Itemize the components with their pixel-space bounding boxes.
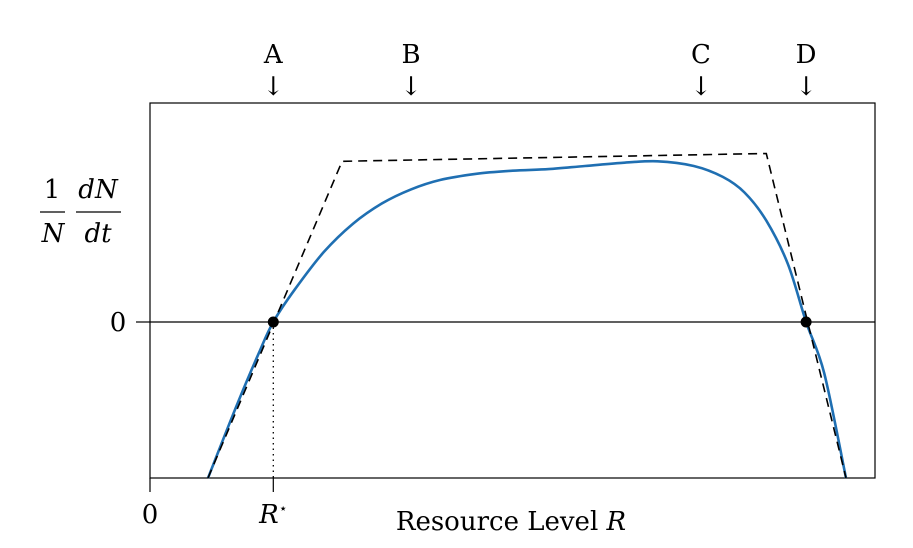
- y-label-den-right: dt: [84, 219, 112, 249]
- marker-layer: A↓B↓C↓D↓: [262, 40, 817, 102]
- r-star-sup: ⋆: [279, 501, 288, 517]
- marker-label: B: [401, 40, 420, 70]
- marker-arrow-icon: ↓: [795, 72, 817, 102]
- x-axis-label: Resource Level R: [396, 507, 626, 537]
- x-origin-label: 0: [142, 500, 159, 530]
- marker-arrow-icon: ↓: [690, 72, 712, 102]
- x-axis-label-symbol: R: [606, 507, 627, 537]
- equilibrium-point: [800, 316, 812, 328]
- y-label-num-left: 1: [44, 175, 61, 205]
- y-zero-label: 0: [110, 308, 127, 338]
- series-line-dashed: [207, 152, 847, 479]
- y-axis-label: 1 N dN dt: [40, 175, 121, 249]
- y-label-num-right: dN: [78, 175, 119, 205]
- marker-arrow-icon: ↓: [400, 72, 422, 102]
- x-axis-label-text: Resource Level: [396, 507, 598, 537]
- marker-label: D: [796, 40, 817, 70]
- r-star-label: R⋆: [258, 500, 287, 530]
- plot-frame: [149, 102, 876, 479]
- r-star-symbol: R: [258, 500, 279, 530]
- marker-label: A: [263, 40, 284, 70]
- equilibria-layer: [267, 316, 812, 328]
- marker-label: C: [691, 40, 711, 70]
- marker-arrow-icon: ↓: [262, 72, 284, 102]
- x-axis-label-space: [598, 507, 606, 537]
- series-layer: [206, 152, 848, 479]
- series-line-solid: [206, 159, 848, 479]
- equilibrium-point: [267, 316, 279, 328]
- y-label-den-left: N: [41, 219, 66, 249]
